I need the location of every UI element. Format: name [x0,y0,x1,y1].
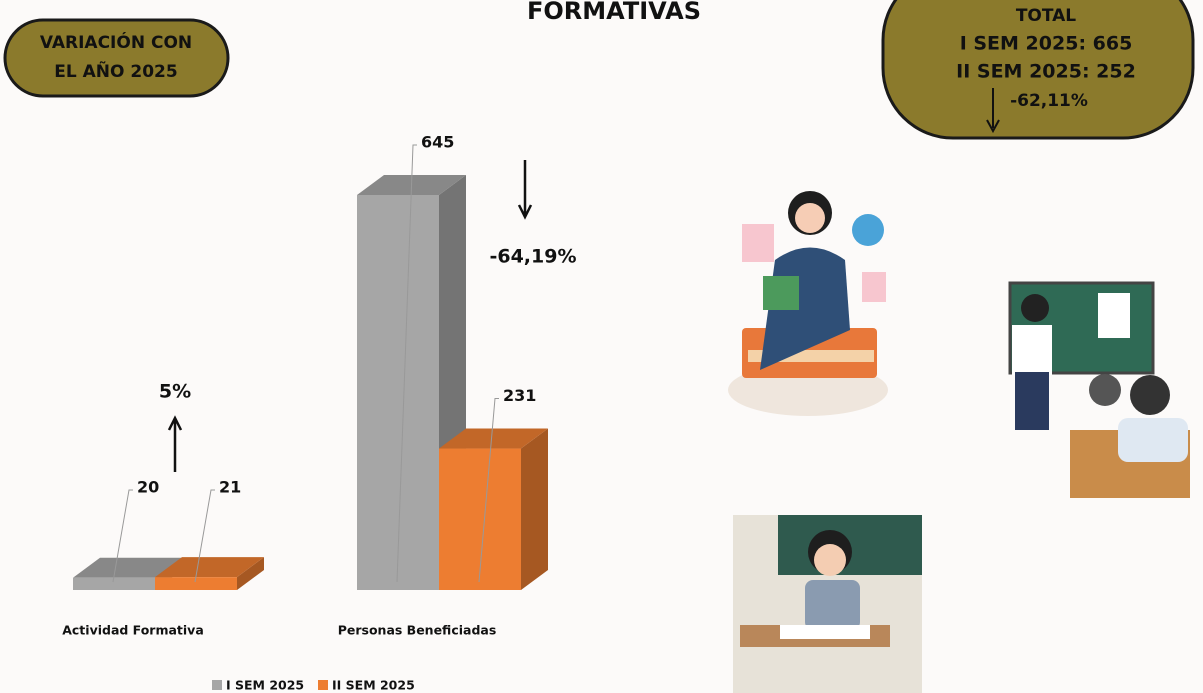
annotation: 5% [159,381,191,403]
down-arrow [986,88,1000,134]
totals-title: TOTAL [1016,6,1076,26]
bar [357,195,439,590]
chart-title: FORMATIVAS [527,0,701,25]
variation-badge [3,18,230,98]
totals-line: -62,11% [1010,91,1088,111]
totals-line: II SEM 2025: 252 [956,61,1136,83]
bar-top [155,557,264,578]
bar [73,577,155,590]
up-arrow [167,415,183,472]
legend-label: I SEM 2025 [226,678,304,693]
bar [155,577,237,590]
bar-side [237,557,264,590]
legend-label: II SEM 2025 [332,678,415,693]
illustration-reader [728,191,888,416]
badge-line: VARIACIÓN CON [40,31,192,53]
x-tick-label: Actividad Formativa [62,623,204,638]
bar-top [73,557,182,578]
down-arrow [517,160,533,220]
legend-swatch [212,680,222,690]
data-label: 21 [219,478,241,497]
legend-swatch [318,680,328,690]
data-label: 645 [421,133,454,152]
leader-line [396,144,417,583]
leader-line [112,489,133,583]
data-label: 20 [137,478,159,497]
leader-line [478,398,499,583]
badge-line: EL AÑO 2025 [54,59,177,82]
bar-top [439,428,548,449]
leader-line [194,489,215,583]
annotation: -64,19% [489,246,576,268]
totals-line: I SEM 2025: 665 [960,33,1133,55]
illustration-student [733,515,922,693]
totals-badge [881,0,1195,140]
bar-side [521,428,548,590]
illustration-teacher [1008,281,1190,498]
x-tick-label: Personas Beneficiadas [338,623,497,638]
data-label: 231 [503,386,536,405]
